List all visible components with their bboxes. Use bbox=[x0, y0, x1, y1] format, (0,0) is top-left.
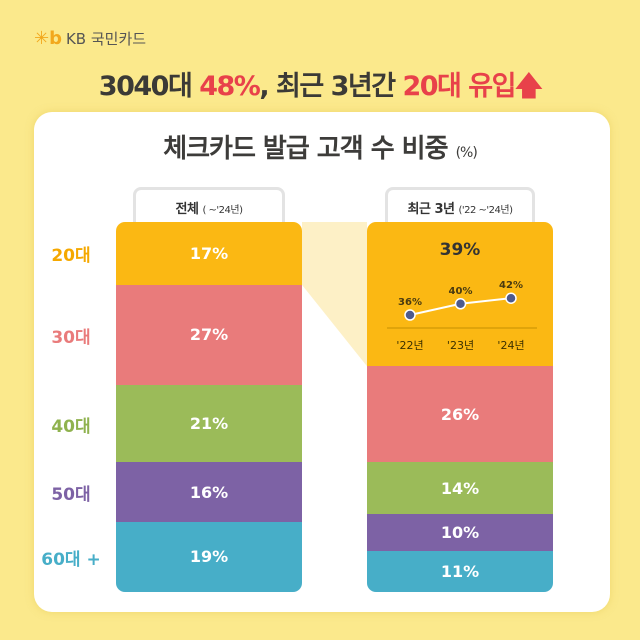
age-label: 20대 bbox=[51, 246, 91, 267]
bar-recent: 39% 26% 14% 10% 11% bbox=[367, 222, 553, 592]
data-label: 36% bbox=[398, 297, 422, 308]
bar-segment-1: 26% bbox=[367, 366, 553, 463]
title-text: 체크카드 발급 고객 수 비중 bbox=[163, 134, 448, 164]
age-label: 40대 bbox=[51, 416, 91, 437]
age-label: 30대 bbox=[51, 327, 91, 348]
bar-segment-2: 21% bbox=[116, 384, 302, 463]
data-point bbox=[454, 298, 467, 310]
bar-segment-0: 17% bbox=[116, 222, 302, 285]
chart-title: 체크카드 발급 고객 수 비중 (%) bbox=[0, 128, 640, 165]
headline-part: 3040대 bbox=[98, 71, 200, 102]
bar-segment-4: 19% bbox=[116, 521, 302, 592]
headline: 3040대 48%, 최근 3년간 20대 유입🡅 bbox=[0, 64, 640, 113]
header-name: 최근 3년 bbox=[407, 202, 455, 217]
kb-star-icon: ✳b bbox=[34, 28, 62, 49]
bar-segment-3: 16% bbox=[116, 462, 302, 522]
header-total: 전체 ( ~'24년) bbox=[133, 187, 285, 227]
bar-segment-1: 27% bbox=[116, 284, 302, 385]
logo-text: KB 국민카드 bbox=[65, 30, 147, 48]
arrow-up-icon: 🡅 bbox=[514, 71, 543, 102]
data-label: 42% bbox=[499, 280, 523, 291]
bar-segment-2: 14% bbox=[367, 462, 553, 515]
kb-logo: ✳b KB 국민카드 bbox=[34, 28, 146, 49]
headline-highlight: 20대 유입 bbox=[402, 71, 516, 102]
x-tick-label: '24년 bbox=[497, 339, 524, 352]
bar-segment-0: 39% bbox=[367, 222, 553, 367]
headline-highlight: 48% bbox=[199, 71, 261, 102]
age-label: 50대 bbox=[51, 485, 91, 506]
header-note: ( ~'24년) bbox=[202, 205, 243, 216]
header-note: ('22 ~'24년) bbox=[458, 205, 513, 216]
x-tick-label: '22년 bbox=[396, 339, 423, 352]
x-tick-label: '23년 bbox=[447, 339, 474, 352]
bar-segment-4: 11% bbox=[367, 551, 553, 592]
unit-text: (%) bbox=[455, 145, 478, 161]
data-point bbox=[505, 292, 517, 304]
bar-total: 17% 27% 21% 16% 19% bbox=[116, 222, 302, 592]
age-label: 60대 + bbox=[41, 549, 101, 570]
data-label: 40% bbox=[449, 286, 473, 297]
headline-part: , 최근 3년간 bbox=[259, 71, 403, 102]
bar-segment-3: 10% bbox=[367, 514, 553, 552]
header-recent: 최근 3년 ('22 ~'24년) bbox=[385, 187, 535, 227]
header-name: 전체 bbox=[175, 202, 199, 217]
inset-line-chart: 36% '22년 40% '23년 42% '24년 bbox=[387, 280, 537, 352]
connector-shape bbox=[302, 222, 367, 367]
data-point bbox=[404, 309, 416, 321]
